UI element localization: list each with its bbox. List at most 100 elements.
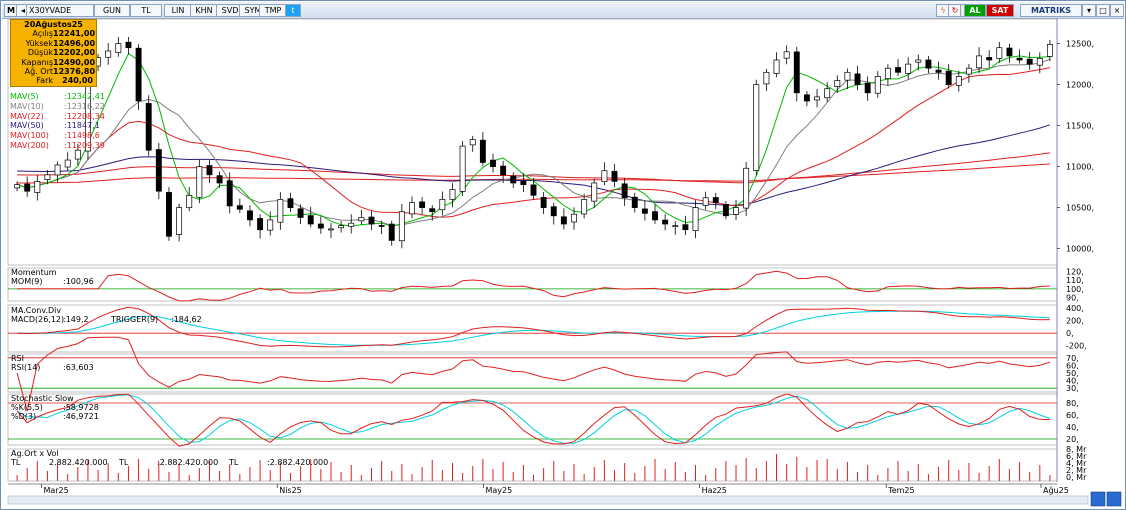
candle (1026, 58, 1033, 65)
price-tick-label: 10000, (1066, 245, 1094, 254)
info-row-value: 12490,00 (53, 57, 96, 67)
line-button[interactable]: LIN (164, 4, 192, 17)
candle (368, 216, 375, 225)
close-icon[interactable]: × (1110, 4, 1124, 17)
sell-button[interactable]: SAT (986, 4, 1014, 17)
ma-legend-label: MAV(200) (10, 140, 49, 150)
info-row-label: Düşük (27, 48, 53, 58)
stoch-tick-label: 80, (1066, 399, 1079, 408)
candle (905, 63, 912, 74)
candle (125, 41, 132, 49)
info-date: 20Ağustos25 (24, 20, 83, 29)
period-button[interactable]: GUN (94, 4, 130, 17)
stoch-d-value: :46,9721 (63, 412, 99, 421)
rsi-tick-label: 30, (1066, 384, 1079, 393)
stoch-d-line (16, 394, 1051, 444)
candle (348, 222, 355, 227)
candle (672, 225, 679, 227)
candle (34, 181, 41, 193)
candle (834, 80, 841, 87)
period-label: GUN (102, 6, 122, 15)
candle (459, 145, 466, 192)
candle (247, 210, 253, 221)
candle (965, 67, 972, 75)
candle (895, 67, 901, 73)
volume-value-2: :2.882.420.000 (157, 458, 218, 467)
volume-unit-3: TL (228, 458, 239, 467)
candle (814, 96, 820, 101)
momentum-title: Momentum (11, 268, 57, 277)
candle (783, 51, 790, 59)
stoch-tick-label: 20, (1066, 435, 1079, 444)
sell-label: SAT (991, 6, 1009, 15)
symbol-selector[interactable]: X30YVADE (26, 4, 94, 17)
macd-trigger-value: :184,62 (171, 315, 202, 324)
panel-frame-price (7, 18, 1058, 266)
month-label: May25 (485, 486, 512, 495)
tmp-button[interactable]: TMP (259, 4, 287, 17)
macd-tick-label: 200, (1066, 317, 1084, 326)
info-row: Düşük 12202,00 (11, 48, 96, 57)
candle (601, 170, 608, 183)
ma-legend-label: MAV(5) (10, 92, 39, 101)
month-label: Tem25 (887, 486, 914, 495)
info-row-label: Kapanış (21, 57, 53, 67)
candle (479, 139, 486, 163)
candle (44, 174, 51, 180)
macd-value: :149,2 (63, 315, 89, 324)
ma-legend-item: MAV(100):11498,6 (10, 131, 150, 141)
info-row-label: Açılış (32, 29, 53, 39)
vol-tick-label: 4, Mr (1066, 459, 1087, 468)
candle (884, 67, 891, 80)
candle (854, 73, 861, 85)
price-panel (14, 37, 1053, 249)
settings-icon[interactable]: ▾ (1082, 4, 1096, 17)
rsi-title: RSI (11, 354, 24, 363)
ma-legend-label: MAV(50) (10, 121, 44, 131)
candle (115, 43, 122, 53)
candle (581, 199, 588, 215)
macd-tick-label: 400, (1066, 304, 1084, 313)
volume-title: Ag.Ort x Vol (11, 449, 59, 458)
candle (155, 149, 162, 192)
candle (611, 170, 618, 182)
ma-legend-item: MAV(200) :11209,39 (10, 141, 150, 151)
candle (986, 57, 993, 61)
candle (500, 165, 507, 176)
vol-tick-label: 8, Mr (1066, 445, 1087, 454)
candle (935, 69, 942, 73)
twitter-icon[interactable]: t (285, 4, 301, 17)
candle (135, 47, 142, 102)
rsi-tick-label: 50, (1066, 369, 1079, 378)
rsi-value: :63,603 (63, 363, 94, 372)
ma-legend-value: :12342,41 (64, 92, 105, 101)
currency-button[interactable]: TL (130, 4, 162, 17)
candle (530, 184, 537, 196)
indicator-panels (7, 18, 1058, 482)
candle (996, 47, 1003, 59)
candle (743, 167, 750, 209)
stoch-d-label: %D(3) (11, 412, 36, 421)
info-row-value: 240,00 (62, 76, 93, 86)
month-label: Ağu25 (1043, 486, 1069, 495)
candle (439, 199, 446, 211)
candle (652, 211, 658, 221)
currency-label: TL (141, 6, 151, 15)
macd-tick-label: 0, (1066, 329, 1074, 338)
mom-tick-label: 90, (1066, 294, 1079, 303)
ma-legend-value: :11209,39 (64, 140, 105, 150)
mav5-line (16, 52, 1050, 227)
candle (328, 228, 334, 231)
candle (753, 84, 760, 171)
mom-tick-label: 120, (1066, 267, 1084, 276)
buy-button[interactable]: AL (964, 4, 986, 17)
candle (702, 197, 709, 206)
maximize-icon[interactable]: □ (1096, 4, 1110, 17)
info-row: Açılış 12241,00 (11, 29, 96, 38)
rsi-legend: RSI(14) (11, 363, 40, 372)
candle (145, 103, 152, 151)
stoch-k-label: %K(5,5) (11, 403, 43, 412)
candle (419, 201, 426, 208)
khn-button[interactable]: KHN (190, 4, 218, 17)
